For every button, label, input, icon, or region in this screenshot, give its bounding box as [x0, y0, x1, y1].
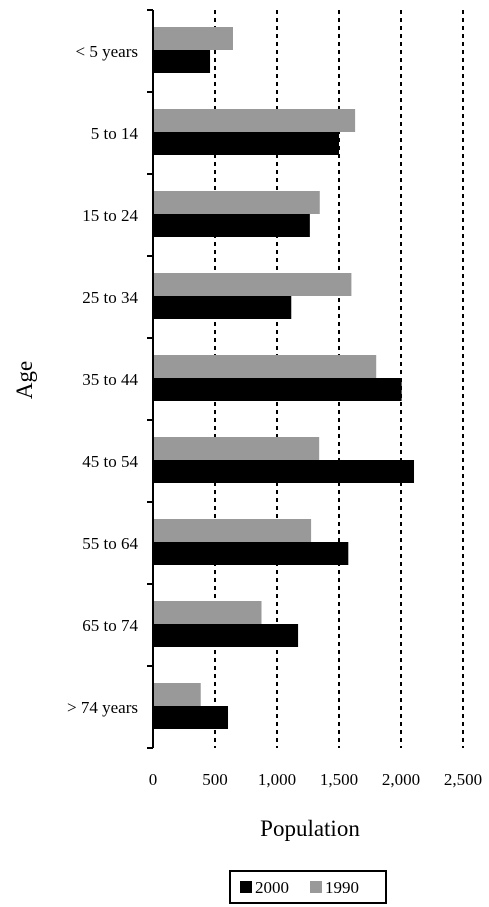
bars — [153, 27, 415, 729]
bar-2000-1 — [153, 132, 339, 155]
bar-1990-3 — [153, 273, 352, 296]
category-label-7: 65 to 74 — [82, 616, 138, 635]
x-axis-label: Population — [260, 816, 360, 841]
category-label-8: > 74 years — [67, 698, 138, 717]
category-label-4: 35 to 44 — [82, 370, 138, 389]
category-label-0: < 5 years — [76, 42, 138, 61]
category-label-6: 55 to 64 — [82, 534, 138, 553]
y-axis-label: Age — [12, 361, 37, 399]
x-tick-label-2000: 2,000 — [382, 770, 420, 789]
legend-box — [229, 870, 387, 904]
bar-2000-5 — [153, 460, 415, 483]
bar-1990-7 — [153, 601, 262, 624]
tick-labels: < 5 years 5 to 14 15 to 24 25 to 34 35 to 44… — [67, 42, 482, 789]
category-label-2: 15 to 24 — [82, 206, 138, 225]
axes — [147, 9, 154, 749]
bar-2000-0 — [153, 50, 211, 73]
bar-2000-2 — [153, 214, 310, 237]
category-label-3: 25 to 34 — [82, 288, 138, 307]
x-tick-label-1500: 1,500 — [320, 770, 358, 789]
bar-1990-2 — [153, 191, 320, 214]
bar-2000-4 — [153, 378, 402, 401]
bar-1990-0 — [153, 27, 233, 50]
bar-1990-8 — [153, 683, 201, 706]
bar-1990-1 — [153, 109, 356, 132]
bar-2000-8 — [153, 706, 229, 729]
legend-label-2000: 2000 — [255, 878, 289, 897]
category-label-5: 45 to 54 — [82, 452, 138, 471]
category-label-1: 5 to 14 — [91, 124, 139, 143]
bar-2000-7 — [153, 624, 299, 647]
legend: 2000 1990 — [229, 870, 387, 904]
x-tick-label-0: 0 — [149, 770, 158, 789]
legend-swatch-1990 — [310, 881, 322, 893]
bar-2000-3 — [153, 296, 292, 319]
bar-1990-6 — [153, 519, 312, 542]
legend-swatch-2000 — [240, 881, 252, 893]
x-tick-label-500: 500 — [202, 770, 228, 789]
bar-2000-6 — [153, 542, 349, 565]
bar-1990-4 — [153, 355, 377, 378]
x-tick-label-1000: 1,000 — [258, 770, 296, 789]
legend-label-1990: 1990 — [325, 878, 359, 897]
bar-1990-5 — [153, 437, 320, 460]
x-tick-label-2500: 2,500 — [444, 770, 482, 789]
